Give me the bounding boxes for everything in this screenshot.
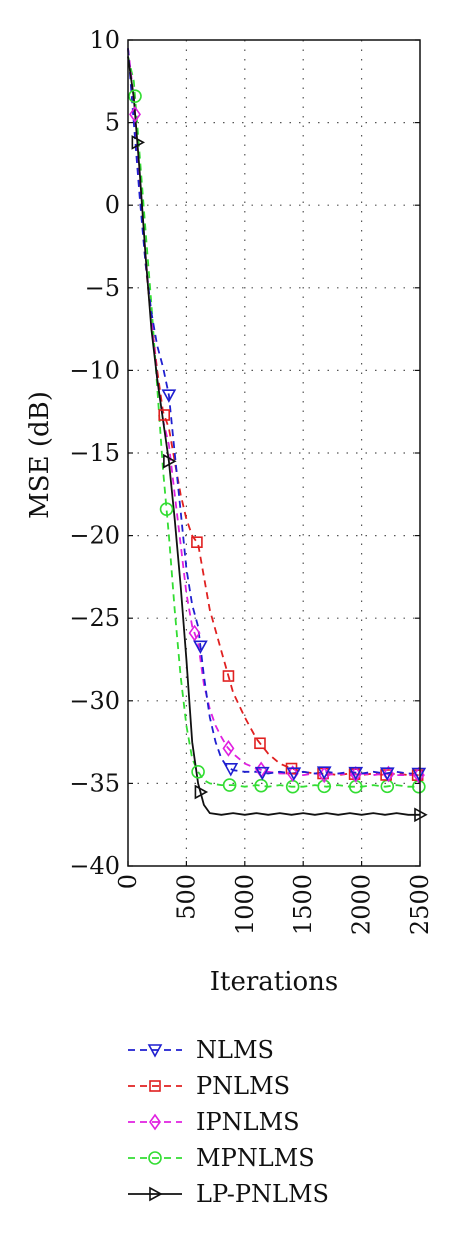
series-marker-nlms [254, 766, 270, 781]
series-marker-mpnlms [191, 765, 205, 779]
x-axis-label: Iterations [210, 967, 339, 997]
legend: NLMS PNLMS IPNLMS MPNLMS LP-PNLMS [128, 1036, 329, 1208]
legend-marker-nlms [147, 1044, 163, 1058]
series-marker-mpnlms [317, 779, 332, 794]
y-tick-label: 5 [105, 109, 120, 137]
series-marker-nlms [223, 763, 239, 777]
y-tick-label: −40 [69, 852, 120, 880]
series-marker-mpnlms [128, 89, 142, 103]
series-marker-nlms [286, 767, 302, 781]
series-marker-ipnlms [129, 105, 141, 123]
series-marker-pnlms [191, 536, 203, 549]
x-tick-label: 2500 [406, 874, 434, 935]
series-line-lp-pnlms [127, 56, 420, 816]
series-marker-nlms [411, 767, 427, 782]
series-marker-nlms [193, 640, 208, 654]
series-marker-lp-pnlms [194, 784, 209, 800]
x-tick-label: 1000 [231, 874, 259, 935]
series-line-mpnlms [127, 56, 420, 788]
legend-marker-ipnlms [149, 1113, 161, 1131]
series-marker-mpnlms [159, 502, 174, 516]
series-marker-pnlms [158, 409, 171, 421]
series-marker-nlms [379, 767, 395, 781]
series-marker-mpnlms [254, 778, 268, 793]
series-marker-nlms [161, 389, 177, 403]
legend-label-mpnlms: MPNLMS [196, 1144, 315, 1172]
series-marker-mpnlms [222, 778, 237, 792]
series-marker-lp-pnlms [131, 135, 146, 150]
y-tick-label: −30 [69, 687, 120, 715]
series-markers [128, 89, 428, 823]
series-marker-ipnlms [222, 740, 235, 757]
y-tick-label: −25 [69, 604, 120, 632]
series-marker-pnlms [254, 737, 266, 750]
y-tick-label: −15 [69, 439, 120, 467]
y-axis-ticks: 10 5 0 −5 −10 −15 −20 −25 −30 −35 −40 [69, 26, 420, 880]
x-tick-label: 500 [172, 874, 200, 920]
legend-label-ipnlms: IPNLMS [196, 1108, 300, 1136]
legend-marker-mpnlms [148, 1151, 162, 1165]
y-tick-label: 0 [105, 191, 120, 219]
y-tick-label: −20 [69, 522, 120, 550]
legend-label-nlms: NLMS [196, 1036, 274, 1064]
x-axis-ticks: 0 500 1000 1500 2000 2500 [114, 861, 434, 935]
series-marker-nlms [348, 766, 364, 781]
legend-marker-pnlms [149, 1080, 161, 1092]
series-line-nlms [127, 48, 420, 775]
legend-marker-lp-pnlms [149, 1186, 163, 1202]
series-marker-nlms [316, 766, 332, 780]
x-tick-label: 0 [114, 874, 142, 889]
x-tick-label: 1500 [289, 874, 317, 935]
y-tick-label: −35 [69, 769, 120, 797]
y-tick-label: 10 [89, 26, 120, 54]
series-marker-pnlms [222, 670, 235, 682]
series-marker-ipnlms [188, 624, 201, 642]
x-tick-label: 2000 [348, 874, 376, 935]
series-line-pnlms [127, 48, 420, 776]
legend-label-pnlms: PNLMS [196, 1072, 290, 1100]
y-tick-label: −5 [85, 274, 120, 302]
series-marker-lp-pnlms [163, 453, 177, 469]
y-tick-label: −10 [69, 356, 120, 384]
legend-label-lp-pnlms: LP-PNLMS [196, 1180, 329, 1208]
y-axis-label: MSE (dB) [25, 391, 55, 519]
